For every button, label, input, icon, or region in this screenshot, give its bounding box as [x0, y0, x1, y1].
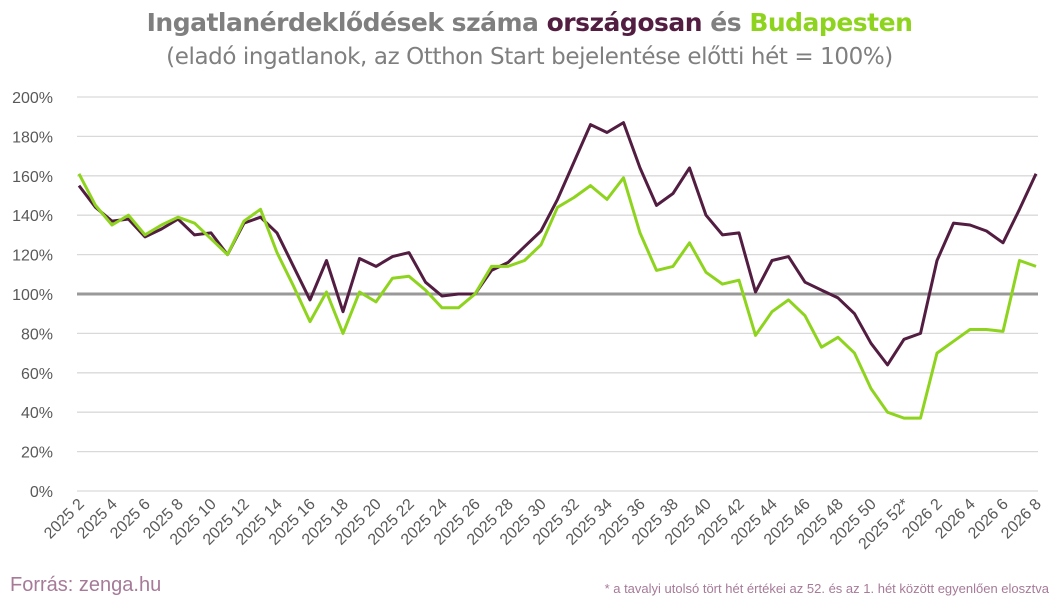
- y-tick-label: 60%: [21, 366, 53, 383]
- title-budapest: Budapesten: [749, 8, 913, 37]
- y-tick-label: 180%: [12, 129, 53, 146]
- y-tick-label: 100%: [12, 287, 53, 304]
- title-and: és: [702, 8, 750, 37]
- title-text: Ingatlanérdeklődések száma: [146, 8, 547, 37]
- title-national: országosan: [546, 8, 703, 37]
- series-line-national: [77, 121, 1038, 367]
- chart-subtitle: (eladó ingatlanok, az Otthon Start bejel…: [166, 44, 893, 70]
- y-tick-label: 80%: [21, 326, 53, 343]
- y-tick-label: 120%: [12, 248, 53, 265]
- y-tick-label: 200%: [12, 90, 53, 107]
- y-tick-label: 140%: [12, 208, 53, 225]
- footnote: * a tavalyi utolsó tört hét értékei az 5…: [604, 581, 1049, 596]
- series-line-budapest: [77, 173, 1037, 420]
- chart-title: Ingatlanérdeklődések száma országosan és…: [0, 8, 1059, 37]
- y-tick-label: 40%: [21, 405, 53, 422]
- source-label: Forrás: zenga.hu: [10, 574, 162, 596]
- y-tick-label: 0%: [30, 484, 53, 501]
- y-tick-label: 20%: [21, 445, 53, 462]
- y-tick-label: 160%: [12, 169, 53, 186]
